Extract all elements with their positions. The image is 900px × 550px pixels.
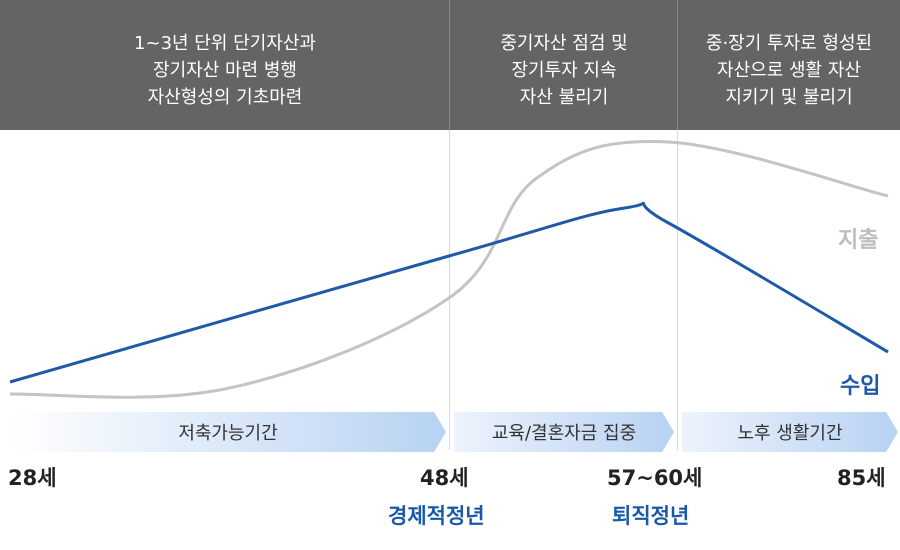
band-saving-arrow <box>10 412 446 452</box>
band-saving-label: 저축가능기간 <box>178 423 278 444</box>
age-48-tick: 48세 <box>420 466 469 490</box>
header-col-early: 1~3년 단위 단기자산과 장기자산 마련 병행 자산형성의 기초마련 <box>0 0 450 130</box>
header-col-early-line2: 장기자산 마련 병행 <box>153 60 297 81</box>
age-57-60-tick: 57~60세 <box>607 466 703 490</box>
age-85-tick: 85세 <box>837 466 886 490</box>
header-col-mid: 중기자산 점검 및 장기투자 지속 자산 불리기 <box>450 0 678 130</box>
milestone-economic-retirement: 경제적정년 <box>388 504 485 528</box>
income-line <box>9 201 889 384</box>
header-col-mid-line1: 중기자산 점검 및 <box>500 33 628 54</box>
band-education-label: 교육/결혼자금 집중 <box>491 423 637 444</box>
header-divider-48 <box>449 0 450 130</box>
header-col-late-line3: 지키기 및 불리기 <box>725 87 853 108</box>
header-col-mid-line2: 장기투자 지속 <box>511 60 617 81</box>
header-col-early-line3: 자산형성의 기초마련 <box>147 87 303 108</box>
divider-48 <box>449 0 450 450</box>
band-retirement-arrow <box>682 412 898 452</box>
header-col-early-line1: 1~3년 단위 단기자산과 <box>134 33 316 54</box>
header-col-mid-line3: 자산 불리기 <box>519 87 609 108</box>
header-col-late: 중·장기 투자로 형성된 자산으로 생활 자산 지키기 및 불리기 <box>678 0 900 130</box>
band-retirement-label: 노후 생활기간 <box>737 423 843 444</box>
spending-line <box>9 139 889 399</box>
header-col-late-line1: 중·장기 투자로 형성된 <box>705 33 873 54</box>
age-28-tick: 28세 <box>8 466 57 490</box>
divider-60 <box>677 0 678 450</box>
band-education-arrow <box>454 412 674 452</box>
header-divider-60 <box>677 0 678 130</box>
milestone-retirement: 퇴직정년 <box>612 504 690 528</box>
header-bar: 1~3년 단위 단기자산과 장기자산 마련 병행 자산형성의 기초마련 중기자산… <box>0 0 900 130</box>
income-label: 수입 <box>840 374 881 399</box>
spending-label: 지출 <box>838 228 879 253</box>
header-col-late-line2: 자산으로 생활 자산 <box>717 60 861 81</box>
